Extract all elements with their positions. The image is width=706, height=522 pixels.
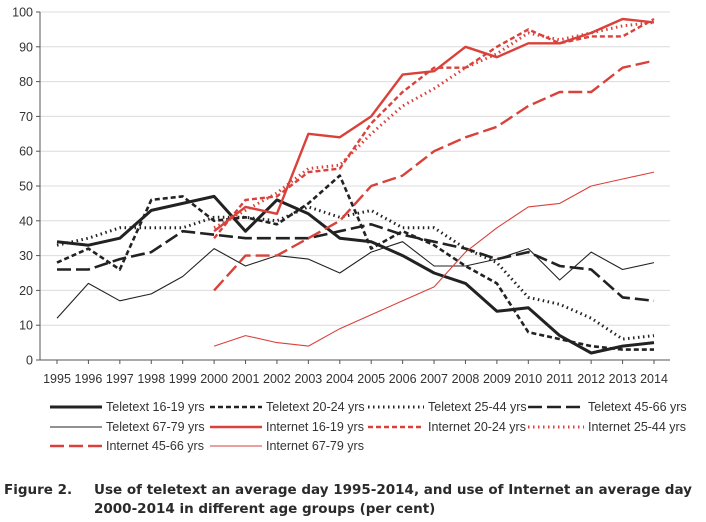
series-line-internet-20-24-yrs [213, 17, 655, 239]
series-line-internet-16-19-yrs [213, 17, 655, 233]
gridlines [40, 11, 670, 326]
legend-label-internet-67-79-yrs: Internet 67-79 yrs [266, 439, 364, 453]
y-tick-label-0: 0 [26, 354, 33, 368]
legend-label-teletext-67-79-yrs: Teletext 67-79 yrs [106, 420, 205, 434]
x-tick-label-2008: 2008 [452, 372, 480, 386]
y-tick-label-10: 10 [19, 319, 33, 333]
x-tick-label-2007: 2007 [420, 372, 448, 386]
x-tick-label-1997: 1997 [106, 372, 134, 386]
legend-label-teletext-16-19-yrs: Teletext 16-19 yrs [106, 400, 205, 414]
legend: Teletext 16-19 yrs Teletext 20-24 yrs Tele… [50, 400, 687, 453]
x-tick-label-2005: 2005 [357, 372, 385, 386]
x-tick-label-1999: 1999 [169, 372, 197, 386]
legend-label-internet-45-66-yrs: Internet 45-66 yrs [106, 439, 204, 453]
y-tick-label-60: 60 [19, 145, 33, 159]
y-tick-label-30: 30 [19, 249, 33, 263]
y-tick-label-40: 40 [19, 214, 33, 228]
x-tick-label-2013: 2013 [609, 372, 637, 386]
series-line-internet-25-44-yrs [213, 20, 655, 230]
caption-text: Use of teletext an average day 1995-2014… [94, 482, 692, 517]
legend-label-teletext-45-66-yrs: Teletext 45-66 yrs [588, 400, 687, 414]
x-tick-label-2012: 2012 [577, 372, 605, 386]
x-tick-label-2001: 2001 [232, 372, 260, 386]
series-line-internet-45-66-yrs [213, 59, 655, 292]
caption-label: Figure 2. [4, 482, 73, 498]
y-axis-ticks: 0 10 20 30 40 50 60 70 80 90 100 [12, 6, 40, 368]
x-tick-label-1996: 1996 [75, 372, 103, 386]
legend-label-internet-20-24-yrs: Internet 20-24 yrs [428, 420, 526, 434]
series-line-teletext-16-19-yrs [56, 194, 655, 355]
series-line-internet-67-79-yrs [213, 171, 655, 347]
x-tick-label-1995: 1995 [43, 372, 71, 386]
x-tick-label-2006: 2006 [389, 372, 417, 386]
x-tick-label-2004: 2004 [326, 372, 354, 386]
legend-label-teletext-25-44-yrs: Teletext 25-44 yrs [428, 400, 527, 414]
y-tick-label-100: 100 [12, 6, 33, 20]
x-tick-label-2003: 2003 [294, 372, 322, 386]
legend-label-internet-16-19-yrs: Internet 16-19 yrs [266, 420, 364, 434]
legend-label-internet-25-44-yrs: Internet 25-44 yrs [588, 420, 686, 434]
y-tick-label-80: 80 [19, 75, 33, 89]
series-lines [56, 17, 655, 355]
x-tick-label-2002: 2002 [263, 372, 291, 386]
y-tick-label-90: 90 [19, 40, 33, 54]
legend-label-teletext-20-24-yrs: Teletext 20-24 yrs [266, 400, 365, 414]
y-tick-label-20: 20 [19, 284, 33, 298]
x-axis-ticks: 1995 1996 1997 1998 1999 2000 2001 2002 2003 2004… [43, 360, 668, 386]
x-tick-label-2000: 2000 [200, 372, 228, 386]
x-tick-label-2010: 2010 [514, 372, 542, 386]
series-line-teletext-67-79-yrs [56, 241, 655, 319]
y-tick-label-50: 50 [19, 180, 33, 194]
x-tick-label-2014: 2014 [640, 372, 668, 386]
series-line-teletext-20-24-yrs [56, 174, 654, 351]
series-line-teletext-45-66-yrs [57, 223, 655, 303]
x-tick-label-2011: 2011 [546, 372, 573, 386]
x-tick-label-1998: 1998 [137, 372, 165, 386]
x-tick-label-2009: 2009 [483, 372, 511, 386]
y-tick-label-70: 70 [19, 110, 33, 124]
